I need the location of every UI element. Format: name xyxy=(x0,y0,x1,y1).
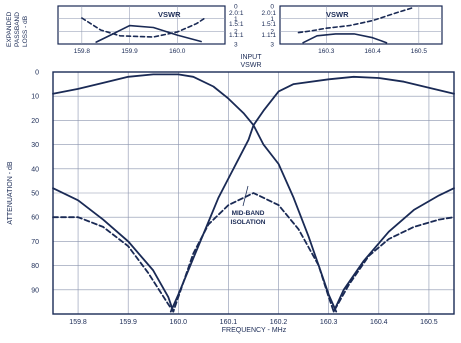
inset-left-x-ticks: 159.8 159.9 160.0 xyxy=(74,48,186,55)
inset-left-series xyxy=(81,16,207,43)
inset-y-tick-label: 1 xyxy=(234,16,238,23)
inset-vswr-tick-label: 1.5:1 xyxy=(229,21,244,28)
inset-y-tick-label: 3 xyxy=(270,41,274,48)
inset-left-vswr-label: VSWR xyxy=(158,10,181,19)
main-y-tick-label: 20 xyxy=(31,118,39,125)
main-series-line-mid-band-isolation xyxy=(52,192,455,313)
inset-x-tick-label: 160.0 xyxy=(169,48,186,55)
inset-left-panel: 159.8 159.9 160.0 0 1 2 3 2.0:1 1.5:1 1.1:1 VSWR xyxy=(57,3,244,55)
main-x-tick-label: 159.9 xyxy=(119,319,137,326)
main-x-tick-label: 159.8 xyxy=(69,319,87,326)
inset-right-series xyxy=(297,6,415,44)
main-x-tick-label: 160.3 xyxy=(320,319,338,326)
main-series-line-outer-right xyxy=(332,187,455,313)
annotation-isolation: ISOLATION xyxy=(231,219,266,226)
main-y-tick-label: 90 xyxy=(31,287,39,294)
inset-vswr-tick-label: 1.5:1 xyxy=(262,21,277,28)
main-y-ticks: 0 10 20 30 40 50 60 70 80 90 xyxy=(31,70,39,295)
inset-y-tick-label: 3 xyxy=(234,41,238,48)
main-x-tick-label: 160.2 xyxy=(270,319,288,326)
inset-vswr-tick-label: 1.1:1 xyxy=(229,32,244,39)
main-y-tick-label: 10 xyxy=(31,94,39,101)
inset-right-y-ticks: 0 1 2 3 2.0:1 1.5:1 1.1:1 xyxy=(262,3,277,48)
main-y-tick-label: 70 xyxy=(31,239,39,246)
inset-series-line-dashed xyxy=(297,6,415,34)
inset-x-tick-label: 160.4 xyxy=(364,48,381,55)
annotation-input: INPUT xyxy=(241,54,263,61)
main-series-line-outer-left xyxy=(52,187,175,313)
inset-x-tick-label: 159.9 xyxy=(121,48,138,55)
main-chart: 159.8 159.9 160.0 160.1 160.2 160.3 160.4 160.5… xyxy=(7,70,455,334)
inset-left-frame xyxy=(57,5,226,45)
main-y-tick-label: 0 xyxy=(35,70,39,77)
main-ylabel: ATTENUATION - dB xyxy=(7,161,14,224)
main-series xyxy=(52,73,455,313)
inset-y-tick-label: 2 xyxy=(270,29,274,36)
inset-series-line-solid xyxy=(95,24,202,43)
inset-ylabel-line-3: LOSS - dB xyxy=(22,16,29,47)
annotation-vswr: VSWR xyxy=(241,62,262,69)
inset-y-tick-label: 1 xyxy=(270,16,274,23)
inset-x-tick-label: 160.3 xyxy=(318,48,335,55)
main-series-line-passband-2 xyxy=(169,75,455,313)
inset-left-y-ticks: 0 1 2 3 2.0:1 1.5:1 1.1:1 xyxy=(229,3,244,48)
inset-vswr-tick-label: 1.1:1 xyxy=(262,32,277,39)
inset-y-tick-label: 0 xyxy=(234,3,238,10)
main-y-tick-label: 60 xyxy=(31,215,39,222)
inset-vswr-tick-label: 2.0:1 xyxy=(262,10,277,17)
inset-y-tick-label: 0 xyxy=(270,3,274,10)
inset-right-x-ticks: 160.3 160.4 160.5 xyxy=(318,48,427,55)
main-x-tick-label: 160.4 xyxy=(370,319,388,326)
inset-y-tick-label: 2 xyxy=(234,29,238,36)
inset-x-tick-label: 160.5 xyxy=(411,48,428,55)
main-series-line-passband-1 xyxy=(52,73,338,313)
inset-right-vswr-label: VSWR xyxy=(326,10,349,19)
main-y-tick-label: 50 xyxy=(31,191,39,198)
main-xlabel: FREQUENCY - MHz xyxy=(222,327,287,334)
main-y-tick-label: 30 xyxy=(31,142,39,149)
annotation-mid-band: MID-BAND xyxy=(232,210,265,217)
inset-left-grid xyxy=(58,6,225,44)
inset-right-frame xyxy=(279,5,443,45)
inset-vswr-tick-label: 2.0:1 xyxy=(229,10,244,17)
main-x-tick-label: 160.1 xyxy=(220,319,238,326)
inset-ylabel-line-1: EXPANDED xyxy=(6,11,13,47)
main-frame xyxy=(52,71,455,315)
inset-ylabel-line-2: PASSBAND xyxy=(14,12,21,47)
main-y-tick-label: 40 xyxy=(31,166,39,173)
inset-series-line-solid xyxy=(302,33,388,44)
main-x-tick-label: 160.0 xyxy=(170,319,188,326)
inset-right-grid xyxy=(280,6,442,44)
mid-band-pointer xyxy=(242,185,249,207)
main-x-ticks: 159.8 159.9 160.0 160.1 160.2 160.3 160.4 160.5 xyxy=(69,319,437,326)
inset-x-tick-label: 159.8 xyxy=(74,48,91,55)
main-y-tick-label: 80 xyxy=(31,263,39,270)
inset-right-panel: 160.3 160.4 160.5 0 1 2 3 2.0:1 1.5:1 1.1:1 VSWR xyxy=(262,3,443,55)
inset-ylabel: EXPANDED PASSBAND LOSS - dB xyxy=(6,11,29,47)
inset-series-line-dashed xyxy=(81,16,207,38)
main-x-tick-label: 160.5 xyxy=(420,319,438,326)
